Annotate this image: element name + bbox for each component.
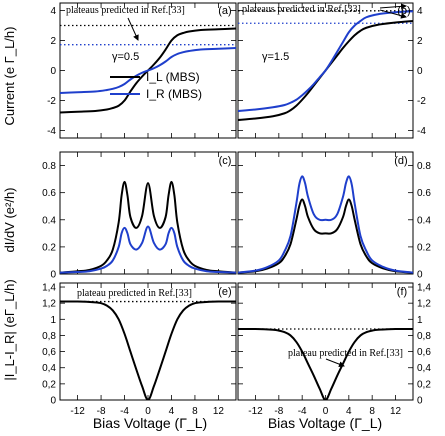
axes-frame — [237, 151, 414, 275]
x-tick-label: -8 — [274, 406, 283, 417]
legend-label-ir: I_R (MBS) — [146, 87, 202, 101]
panel-c: 0 0.2 0.4 0.6 0.8 (c) — [42, 151, 237, 281]
plateau-annotation: plateau predicted in Ref.[33] — [77, 288, 192, 299]
y-tick-label: 1,2 — [417, 299, 431, 310]
y-tick-label: 0,8 — [417, 331, 431, 342]
y-tick-label: 0.8 — [42, 161, 56, 172]
y-tick-label: -4 — [47, 126, 56, 137]
y-tick-label: 0.8 — [417, 161, 431, 172]
annotation-arrow — [127, 17, 139, 41]
axes-frame — [237, 282, 414, 401]
axes-frame — [59, 151, 237, 275]
panel-label: (c) — [219, 155, 232, 167]
y-tick-label: 0 — [417, 270, 423, 281]
y-tick-label: 0.2 — [42, 242, 56, 253]
y-tick-label: 0.4 — [42, 215, 56, 226]
axes-frame — [59, 282, 237, 401]
y-tick-label: 2 — [50, 36, 56, 47]
x-label-left: Bias Voltage (Γ_L) — [93, 415, 207, 431]
y-tick-label: 0.4 — [417, 215, 431, 226]
panel-a: -4 -2 0 2 4 (a) γ=0.5 plateaus predicted in Ref… — [47, 2, 237, 139]
series-line — [60, 180, 236, 274]
series-line — [238, 327, 413, 400]
y-tick-label: 0 — [50, 66, 56, 77]
y-tick-label: -2 — [417, 96, 426, 107]
y-tick-label: 0.6 — [417, 188, 431, 199]
x-tick-label: 4 — [169, 406, 175, 417]
x-tick-label: -8 — [97, 406, 106, 417]
y-label-difference: |I_L-I_R| (eΓ_L/h) — [2, 279, 17, 380]
panel-label: (d) — [394, 155, 407, 167]
y-tick-label: 2 — [417, 36, 423, 47]
y-tick-label: 0,8 — [42, 331, 56, 342]
y-tick-label: 0,4 — [417, 363, 431, 374]
y-tick-label: 0 — [50, 270, 56, 281]
y-tick-label: 4 — [50, 6, 56, 17]
series-line — [238, 175, 413, 274]
y-tick-label: 1 — [50, 315, 56, 326]
y-label-current: Current (e Γ_L/h) — [2, 27, 17, 126]
x-tick-label: 0 — [145, 406, 151, 417]
y-tick-label: 0,6 — [417, 347, 431, 358]
panel-e: -12 -8 -4 0 4 8 12 0 0,2 0,4 0,6 0,8 1 1,2 1,4 (e) plate… — [42, 282, 237, 417]
panel-label: (f) — [397, 286, 407, 298]
plateau-annotation: plateaus predicted in Ref.[33] — [242, 4, 361, 15]
series-line — [60, 47, 236, 94]
x-tick-label: 8 — [192, 406, 198, 417]
x-tick-label: 8 — [369, 406, 375, 417]
y-tick-label: 1 — [417, 315, 423, 326]
y-tick-label: 0 — [417, 66, 423, 77]
panel-d: 0 0.2 0.4 0.6 0.8 (d) — [237, 151, 431, 281]
gamma-parameter: γ=0.5 — [112, 51, 139, 63]
y-tick-label: -4 — [417, 126, 426, 137]
x-tick-label: -12 — [70, 406, 85, 417]
x-tick-label: 12 — [213, 406, 225, 417]
series-line — [238, 198, 413, 274]
panel-f: -12 -8 -4 0 4 8 12 0 0,2 0,4 0,6 0,8 1 1,2 1,4 (f) plate… — [237, 282, 431, 417]
y-tick-label: 0,6 — [42, 347, 56, 358]
panel-label: (e) — [218, 286, 231, 298]
x-label-right: Bias Voltage (Γ_L) — [268, 415, 382, 431]
annotation-arrow — [379, 3, 407, 10]
x-tick-label: 12 — [390, 406, 402, 417]
series-line — [60, 225, 236, 274]
plateau-annotation: plateau predicted in Ref.[33] — [288, 348, 403, 359]
y-tick-label: 4 — [417, 6, 423, 17]
series-line — [238, 10, 413, 112]
y-tick-label: 0.2 — [417, 242, 431, 253]
x-tick-label: 0 — [323, 406, 329, 417]
series-line — [60, 300, 236, 400]
y-tick-label: 0,2 — [417, 379, 431, 390]
y-tick-label: 1,2 — [42, 299, 56, 310]
annotation-arrow — [379, 9, 407, 19]
x-tick-label: 4 — [346, 406, 352, 417]
annotation-arrow — [325, 358, 345, 367]
y-label-didv: dI/dV (e²/h) — [2, 187, 17, 252]
panel-label: (a) — [218, 5, 231, 17]
y-tick-label: 0 — [50, 396, 56, 407]
legend-label-il: I_L (MBS) — [146, 70, 200, 84]
y-tick-label: 1,4 — [42, 283, 56, 294]
x-tick-label: -4 — [298, 406, 307, 417]
x-tick-label: -12 — [248, 406, 263, 417]
gamma-parameter: γ=1.5 — [262, 51, 289, 63]
plateau-annotation: plateaus predicted in Ref.[33] — [66, 5, 185, 16]
y-tick-label: 0.6 — [42, 188, 56, 199]
legend: I_L (MBS) I_R (MBS) — [110, 70, 202, 101]
y-tick-label: 0,4 — [42, 363, 56, 374]
y-tick-label: 0,2 — [42, 379, 56, 390]
y-tick-label: -2 — [47, 96, 56, 107]
x-tick-label: -4 — [120, 406, 129, 417]
y-tick-label: 0 — [417, 396, 423, 407]
y-tick-label: 1,4 — [417, 283, 431, 294]
